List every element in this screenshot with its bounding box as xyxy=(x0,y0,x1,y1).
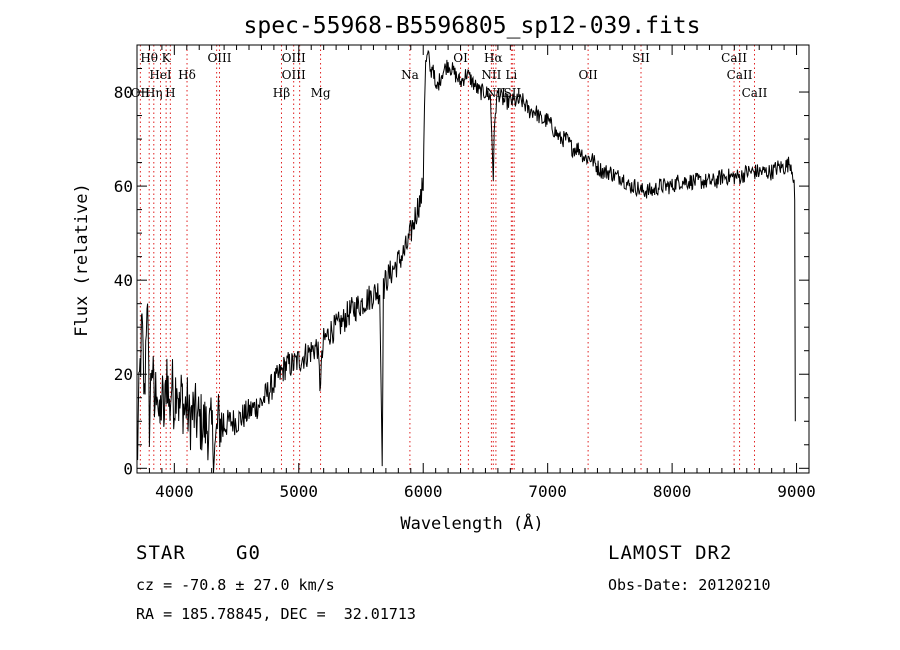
line-label: Hδ xyxy=(178,68,196,82)
x-axis: 4000 5000 6000 7000 8000 9000 xyxy=(148,45,816,501)
object-class: STAR xyxy=(136,542,186,564)
y-tick-label: 0 xyxy=(123,459,133,478)
spectrum-line xyxy=(136,49,796,473)
x-tick-label: 8000 xyxy=(653,482,692,501)
observation-date: Obs-Date: 20120210 xyxy=(608,576,771,594)
plot-frame xyxy=(136,44,810,474)
coordinates: RA = 185.78845, DEC = 32.01713 xyxy=(136,605,416,623)
line-label: OI xyxy=(453,51,468,65)
line-label: CaII xyxy=(721,51,747,65)
redshift-cz: cz = -70.8 ± 27.0 km/s xyxy=(136,576,335,594)
line-label: Mg xyxy=(311,86,331,100)
line-label: K xyxy=(162,51,172,65)
x-tick-label: 9000 xyxy=(777,482,816,501)
y-tick-label: 60 xyxy=(114,177,133,196)
y-tick-label: 40 xyxy=(114,271,133,290)
y-axis-label: Flux (relative) xyxy=(72,183,92,337)
spectrum-series xyxy=(136,49,796,473)
y-tick-label: 80 xyxy=(114,83,133,102)
line-label: NII xyxy=(481,68,501,82)
survey-name: LAMOST DR2 xyxy=(608,542,733,564)
x-tick-label: 4000 xyxy=(155,482,194,501)
x-tick-label: 5000 xyxy=(280,482,319,501)
y-tick-label: 20 xyxy=(114,365,133,384)
line-label: Hη xyxy=(145,86,163,100)
line-labels: Hθ K OIII OIII OI Hα SII CaII HeI Hδ OIII Na NII Li OI… xyxy=(131,51,768,100)
x-tick-label: 6000 xyxy=(404,482,443,501)
line-label: Hα xyxy=(484,51,503,65)
x-tick-label: 7000 xyxy=(528,482,567,501)
chart-title: spec-55968-B5596805_sp12-039.fits xyxy=(244,13,701,39)
line-label: OIII xyxy=(207,51,231,65)
spectral-subclass: G0 xyxy=(236,542,261,564)
marker-lines xyxy=(139,45,755,473)
y-axis: 0 20 40 60 80 xyxy=(114,68,809,478)
line-label: CaII xyxy=(742,86,768,100)
line-label: OII xyxy=(131,86,151,100)
line-label: Hθ xyxy=(140,51,158,65)
line-label: OIII xyxy=(282,51,306,65)
line-label: CaII xyxy=(727,68,753,82)
line-label: Na xyxy=(401,68,419,82)
line-label: HeI xyxy=(149,68,172,82)
x-axis-label: Wavelength (Å) xyxy=(400,512,543,534)
line-label: SII xyxy=(632,51,650,65)
line-label: OIII xyxy=(282,68,306,82)
line-label: OII xyxy=(578,68,598,82)
line-label: H xyxy=(165,86,175,100)
line-label: Li xyxy=(505,68,517,82)
line-label: Hβ xyxy=(273,86,290,100)
